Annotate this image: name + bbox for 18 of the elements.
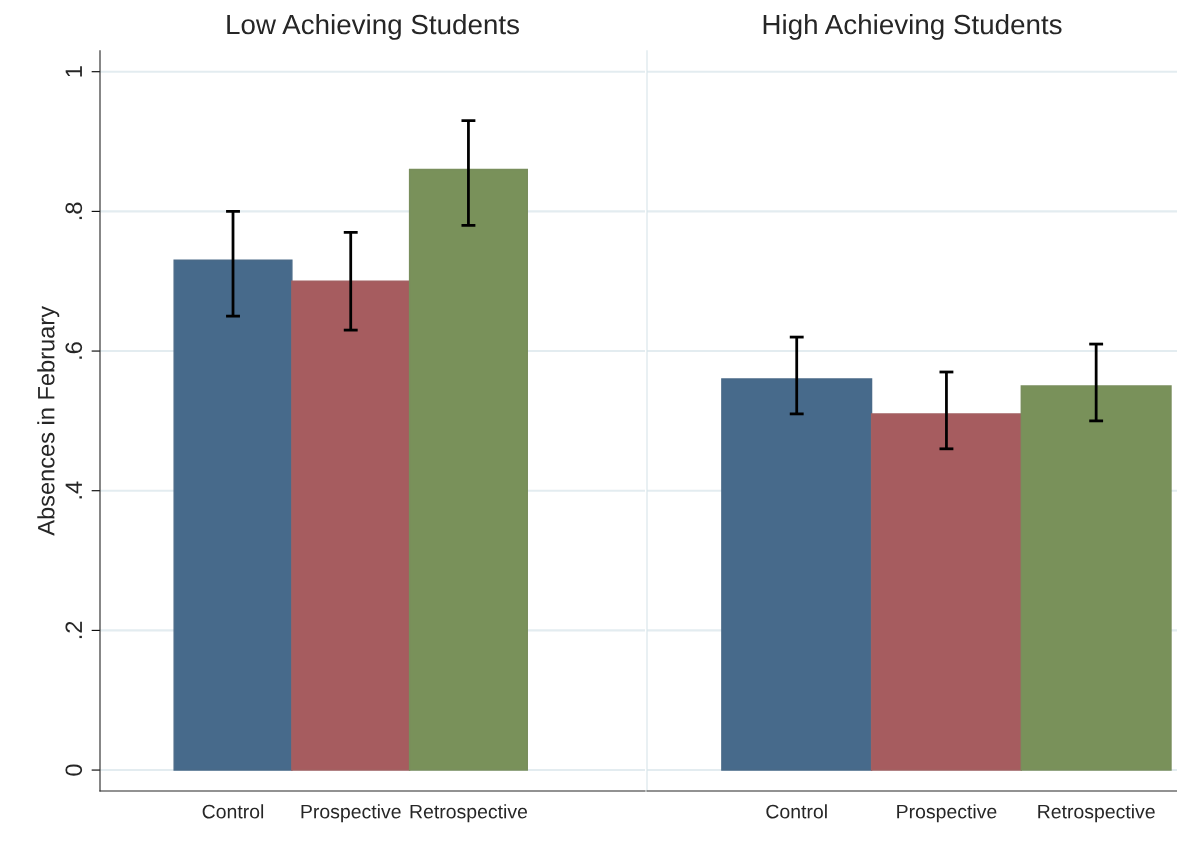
y-tick-label: 1 [65,66,82,77]
x-tick-label: Retrospective [410,804,528,823]
y-axis-title: Absences in February [37,306,60,536]
x-tick-label: Control [202,804,264,819]
bar [291,280,411,771]
chart-title: Low Achieving Students [227,13,519,40]
bar [173,259,293,771]
x-tick-label: Prospective [897,804,997,823]
y-tick-label: .6 [65,342,83,359]
x-tick-label: Prospective [301,804,401,823]
y-tick-label: 0 [65,764,83,776]
y-tick-label: .4 [65,481,82,499]
y-tick-label: .8 [65,202,83,220]
bar [408,168,528,771]
chart-title: High Achieving Students [763,13,1062,40]
x-tick-label: Retrospective [1038,804,1155,823]
y-tick-label: .2 [65,621,82,639]
x-tick-label: Control [766,804,827,819]
